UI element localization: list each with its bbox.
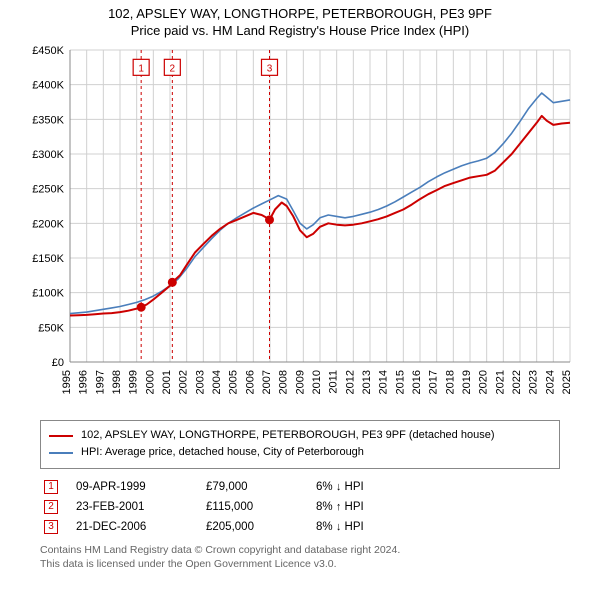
svg-text:£150K: £150K [32,253,64,265]
svg-text:2012: 2012 [344,370,356,394]
svg-text:2024: 2024 [544,370,556,394]
svg-text:2020: 2020 [478,370,490,394]
svg-text:2018: 2018 [444,370,456,394]
arrow-icon: ↑ [336,501,342,513]
title-address: 102, APSLEY WAY, LONGTHORPE, PETERBOROUG… [0,6,600,23]
chart-area: £0 £50K £100K £150K £200K £250K £300K £350K £400… [20,44,580,414]
svg-text:1999: 1999 [128,370,140,394]
svg-text:2001: 2001 [161,370,173,394]
svg-text:3: 3 [267,63,273,74]
svg-text:£100K: £100K [32,287,64,299]
chart-titles: 102, APSLEY WAY, LONGTHORPE, PETERBOROUG… [0,0,600,40]
transactions-table: 1 09-APR-1999 £79,000 6% ↓ HPI 2 23-FEB-… [40,477,560,537]
svg-text:2025: 2025 [561,370,573,394]
svg-text:1995: 1995 [61,370,73,394]
svg-text:£200K: £200K [32,218,64,230]
legend-label: HPI: Average price, detached house, City… [81,444,364,462]
footer-line: Contains HM Land Registry data © Crown c… [40,543,560,557]
svg-text:2: 2 [170,63,176,74]
svg-text:2017: 2017 [428,370,440,394]
svg-text:2008: 2008 [278,370,290,394]
svg-text:£400K: £400K [32,79,64,91]
svg-text:1: 1 [138,63,144,74]
legend-swatch [49,435,73,437]
svg-text:2022: 2022 [511,370,523,394]
title-subtitle: Price paid vs. HM Land Registry's House … [0,23,600,40]
svg-text:2009: 2009 [294,370,306,394]
svg-text:2023: 2023 [528,370,540,394]
svg-text:2013: 2013 [361,370,373,394]
footer-line: This data is licensed under the Open Gov… [40,557,560,571]
marker-icon: 1 [44,480,58,494]
legend-item: HPI: Average price, detached house, City… [49,444,551,462]
arrow-icon: ↓ [336,521,342,533]
svg-text:2004: 2004 [211,370,223,394]
tx-date: 21-DEC-2006 [76,521,206,533]
legend: 102, APSLEY WAY, LONGTHORPE, PETERBOROUG… [40,420,560,469]
svg-text:1997: 1997 [94,370,106,394]
marker-icon: 2 [44,500,58,514]
svg-text:1998: 1998 [111,370,123,394]
legend-swatch [49,452,73,454]
marker-icon: 3 [44,520,58,534]
tx-delta: 6% ↓ HPI [316,481,476,493]
svg-text:2021: 2021 [494,370,506,394]
svg-text:£450K: £450K [32,45,64,57]
chart-svg: £0 £50K £100K £150K £200K £250K £300K £350K £400… [20,44,580,414]
svg-text:2014: 2014 [378,370,390,394]
svg-text:£250K: £250K [32,183,64,195]
svg-text:1996: 1996 [78,370,90,394]
table-row: 2 23-FEB-2001 £115,000 8% ↑ HPI [40,497,560,517]
svg-text:£0: £0 [52,357,64,369]
legend-item: 102, APSLEY WAY, LONGTHORPE, PETERBOROUG… [49,427,551,445]
svg-text:2016: 2016 [411,370,423,394]
svg-text:2019: 2019 [461,370,473,394]
svg-text:2015: 2015 [394,370,406,394]
tx-date: 09-APR-1999 [76,481,206,493]
arrow-icon: ↓ [336,481,342,493]
table-row: 3 21-DEC-2006 £205,000 8% ↓ HPI [40,517,560,537]
svg-text:£350K: £350K [32,114,64,126]
svg-text:2003: 2003 [194,370,206,394]
tx-price: £115,000 [206,501,316,513]
svg-text:2010: 2010 [311,370,323,394]
svg-text:£50K: £50K [38,322,64,334]
tx-delta: 8% ↑ HPI [316,501,476,513]
svg-text:2002: 2002 [178,370,190,394]
tx-price: £205,000 [206,521,316,533]
svg-text:2011: 2011 [328,370,340,394]
table-row: 1 09-APR-1999 £79,000 6% ↓ HPI [40,477,560,497]
svg-text:2000: 2000 [144,370,156,394]
svg-text:2005: 2005 [228,370,240,394]
legend-label: 102, APSLEY WAY, LONGTHORPE, PETERBOROUG… [81,427,494,445]
footer-attribution: Contains HM Land Registry data © Crown c… [40,543,560,571]
svg-text:2006: 2006 [244,370,256,394]
svg-text:2007: 2007 [261,370,273,394]
tx-price: £79,000 [206,481,316,493]
tx-delta: 8% ↓ HPI [316,521,476,533]
tx-date: 23-FEB-2001 [76,501,206,513]
svg-text:£300K: £300K [32,149,64,161]
